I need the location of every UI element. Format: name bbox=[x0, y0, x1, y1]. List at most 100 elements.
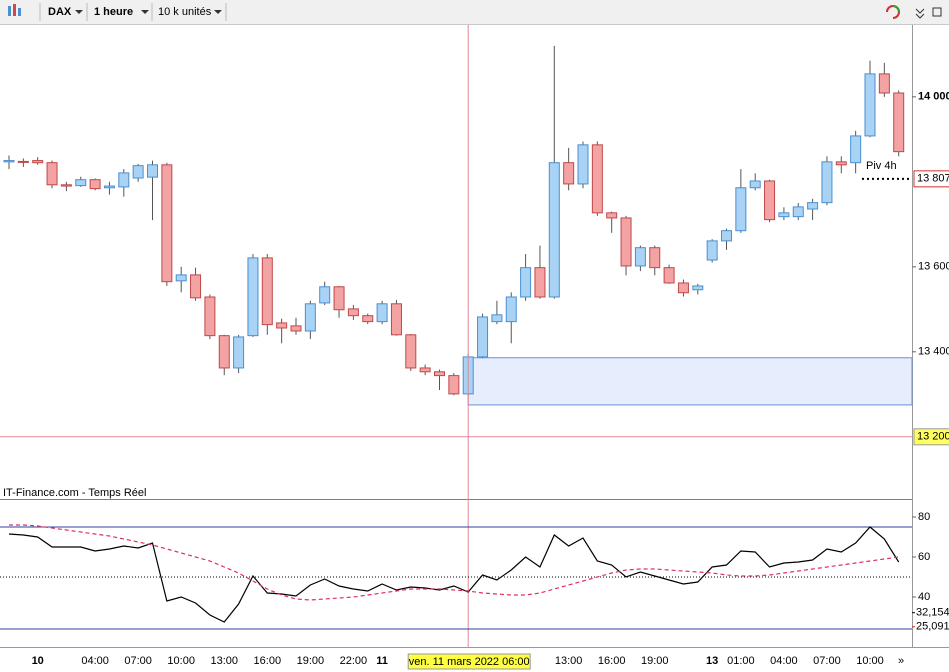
x-tick-label: 13:00 bbox=[555, 655, 583, 667]
candle-body bbox=[89, 179, 101, 190]
toolbar-icon[interactable] bbox=[8, 4, 21, 16]
candle-body bbox=[17, 160, 29, 163]
crosshair-x-box bbox=[407, 653, 531, 670]
last-price-label: 13 807 bbox=[917, 173, 949, 185]
candle-body bbox=[606, 212, 618, 219]
size-select[interactable]: 10 k unités bbox=[158, 6, 212, 18]
candle-body bbox=[32, 160, 44, 164]
candle-body bbox=[721, 230, 732, 242]
candle-body bbox=[735, 187, 747, 232]
x-tick-label: 04:00 bbox=[770, 655, 798, 667]
collapse-icon[interactable] bbox=[915, 8, 925, 19]
candle-body bbox=[147, 164, 158, 178]
candle-body bbox=[290, 325, 302, 332]
x-tick-label: 16:00 bbox=[254, 655, 282, 667]
y-tick-label: 80 bbox=[918, 511, 930, 523]
x-tick-label: 10:00 bbox=[167, 655, 195, 667]
y-tick-label: 40 bbox=[918, 591, 930, 603]
level-label: 32,154 bbox=[916, 607, 949, 619]
y-tick-label: 13 400 bbox=[918, 346, 949, 358]
interval-select[interactable]: 1 heure bbox=[94, 6, 133, 18]
x-tick-label: 19:00 bbox=[641, 655, 669, 667]
candle-body bbox=[118, 172, 130, 188]
candle-body bbox=[218, 335, 230, 369]
candle-body bbox=[304, 303, 316, 332]
price-axis-panel bbox=[912, 25, 949, 648]
crosshair-y-box bbox=[913, 428, 949, 446]
dropdown-arrow[interactable] bbox=[214, 10, 222, 14]
refresh-icon[interactable] bbox=[886, 5, 900, 19]
candle-body bbox=[175, 274, 187, 282]
candle-body bbox=[850, 135, 862, 164]
x-tick-label: 10:00 bbox=[856, 655, 884, 667]
candle-body bbox=[434, 371, 445, 377]
candle-body bbox=[261, 257, 273, 326]
source-label: IT-Finance.com - Temps Réel bbox=[3, 487, 146, 499]
candle-body bbox=[821, 161, 833, 204]
candle-body bbox=[75, 179, 87, 187]
pivot-label: Piv 4h bbox=[866, 160, 897, 172]
dropdown-arrow[interactable] bbox=[141, 10, 149, 14]
candle-body bbox=[563, 162, 575, 185]
candle-body bbox=[204, 296, 216, 337]
candle-body bbox=[347, 308, 359, 317]
candle-body bbox=[103, 185, 115, 189]
candle-body bbox=[46, 162, 58, 186]
candle-body bbox=[663, 267, 675, 284]
candle-body bbox=[491, 314, 503, 323]
candle-body bbox=[333, 286, 345, 311]
candle-body bbox=[749, 180, 761, 189]
x-tick-label: 22:00 bbox=[340, 655, 368, 667]
candle-body bbox=[835, 161, 847, 166]
candle-body bbox=[505, 296, 517, 323]
level-label: 25,091 bbox=[916, 621, 949, 633]
dropdown-arrow[interactable] bbox=[75, 10, 83, 14]
candle-body bbox=[477, 316, 489, 358]
candle-body bbox=[132, 165, 144, 179]
x-tick-label: 13:00 bbox=[210, 655, 238, 667]
x-tick-label: 01:00 bbox=[727, 655, 755, 667]
candle-body bbox=[60, 184, 72, 187]
candle-body bbox=[390, 303, 402, 336]
window-icon[interactable] bbox=[932, 7, 942, 17]
x-tick-label: 04:00 bbox=[81, 655, 109, 667]
candle-body bbox=[362, 315, 374, 323]
candle-body bbox=[792, 206, 804, 218]
candle-body bbox=[649, 247, 661, 269]
candle-body bbox=[706, 240, 718, 261]
zone bbox=[467, 357, 913, 406]
indicator-line bbox=[9, 524, 899, 601]
candle-body bbox=[620, 217, 632, 267]
symbol-select[interactable]: DAX bbox=[48, 6, 72, 18]
candle-body bbox=[577, 144, 589, 185]
candle-body bbox=[893, 92, 905, 153]
x-tick-label: 07:00 bbox=[124, 655, 152, 667]
candle-body bbox=[778, 212, 790, 218]
crosshair-y-label: 13 200 bbox=[917, 431, 949, 443]
candle-body bbox=[376, 303, 388, 323]
x-tick-label: 13 bbox=[706, 655, 718, 667]
candle-body bbox=[764, 180, 776, 221]
candle-body bbox=[190, 274, 202, 299]
x-tick-label: 11 bbox=[376, 655, 388, 667]
candle-body bbox=[405, 334, 417, 369]
candle-body bbox=[448, 375, 460, 395]
candle-body bbox=[591, 144, 603, 214]
candle-body bbox=[276, 322, 288, 329]
candle-body bbox=[534, 267, 546, 298]
y-tick-label: 60 bbox=[918, 551, 930, 563]
candle-body bbox=[692, 285, 704, 291]
candle-body bbox=[548, 162, 560, 298]
crosshair-x-label: ven. 11 mars 2022 06:00 bbox=[409, 656, 530, 668]
y-tick-label: 14 000 bbox=[918, 91, 949, 103]
candle-body bbox=[247, 257, 259, 337]
candle-body bbox=[864, 73, 876, 137]
candle-body bbox=[807, 202, 819, 210]
candle-body bbox=[161, 164, 173, 283]
scroll-button[interactable]: » bbox=[898, 655, 904, 667]
toolbar bbox=[0, 0, 949, 24]
indicator-line bbox=[8, 526, 900, 623]
x-tick-label: 07:00 bbox=[813, 655, 841, 667]
candle-body bbox=[677, 282, 689, 294]
